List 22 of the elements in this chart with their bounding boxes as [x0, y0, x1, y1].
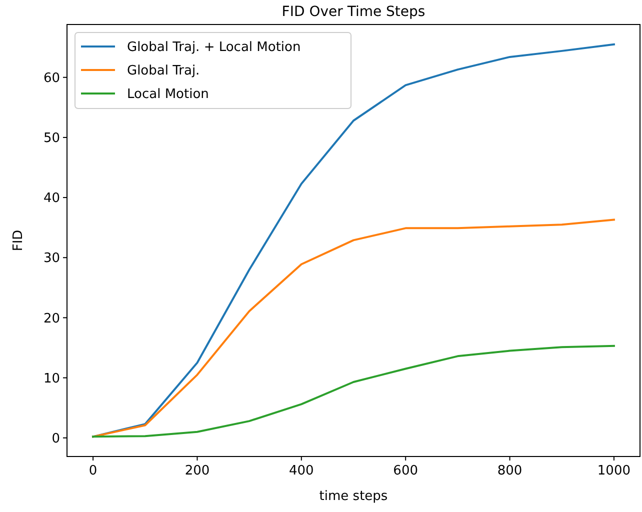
line-series	[92, 344, 615, 438]
x-tick-label: 800	[497, 464, 522, 478]
line-series	[92, 43, 615, 438]
legend-label: Global Traj.	[127, 64, 200, 79]
legend-label: Global Traj. + Local Motion	[127, 40, 301, 56]
y-tick-label: 60	[43, 70, 60, 86]
x-tick-label: 200	[184, 464, 210, 478]
y-axis-title: FID	[11, 230, 26, 252]
y-tick-label: 0	[52, 431, 60, 446]
x-tick-label: 0	[88, 464, 98, 478]
y-tick-label: 40	[43, 191, 60, 206]
chart-title: FID Over Time Steps	[282, 4, 426, 20]
line-series	[92, 218, 615, 438]
y-tick-label: 30	[43, 251, 60, 266]
y-tick-label: 50	[43, 131, 60, 146]
x-tick-label: 1000	[597, 464, 630, 478]
legend-label: Local Motion	[127, 87, 209, 102]
x-tick-label: 600	[393, 464, 418, 478]
y-tick-label: 20	[43, 311, 60, 326]
y-tick-label: 10	[43, 371, 60, 386]
x-tick-label: 400	[288, 464, 314, 478]
x-axis-title: time steps	[319, 489, 388, 504]
